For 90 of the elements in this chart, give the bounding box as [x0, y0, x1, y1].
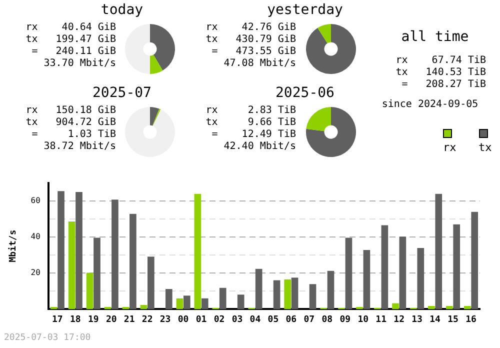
text: all time	[400, 29, 470, 45]
x-tick-label: 05	[268, 314, 279, 325]
text: rx 40.64 GiB	[24, 22, 116, 34]
bar	[94, 238, 100, 310]
bar	[237, 294, 244, 310]
text: = 240.11 GiB	[30, 46, 116, 58]
text: rx 67.74 TiB	[394, 55, 486, 67]
y-tick-label: 60	[30, 196, 41, 205]
x-tick-label: 22	[142, 314, 153, 325]
text: tx 904.72 GiB	[24, 117, 116, 129]
bar	[381, 225, 388, 310]
text: = 473.55 GiB	[210, 46, 296, 58]
bar	[148, 256, 154, 310]
bar	[309, 284, 316, 310]
bar	[255, 268, 262, 310]
bar	[130, 214, 136, 310]
x-tick-label: 01	[196, 314, 207, 325]
bar	[345, 238, 352, 310]
legend-label: tx	[478, 141, 492, 154]
bar	[399, 236, 406, 310]
text: tx 430.79 GiB	[204, 34, 296, 46]
x-tick-label: 04	[250, 314, 262, 325]
chart-title: 2025-07	[91, 85, 152, 101]
bar	[140, 305, 148, 310]
bar	[446, 306, 453, 310]
x-tick-label: 03	[232, 314, 243, 325]
bar	[76, 192, 82, 310]
x-tick-label: 07	[304, 314, 315, 325]
text: tx 9.66 TiB	[204, 117, 296, 129]
x-tick-label: 18	[70, 314, 81, 325]
bar	[284, 279, 292, 310]
x-tick-label: 15	[448, 314, 458, 325]
text: rx 42.76 GiB	[204, 22, 296, 34]
text: rx 2.83 TiB	[204, 105, 296, 117]
text: since 2024-09-05	[380, 99, 480, 111]
bar	[471, 212, 478, 310]
text: = 12.49 TiB	[210, 129, 296, 141]
bar	[112, 200, 118, 310]
bar	[435, 194, 442, 310]
text: 33.70 Mbit/s	[42, 58, 116, 70]
text: 47.08 Mbit/s	[222, 58, 296, 70]
bar	[183, 296, 190, 310]
bar	[453, 224, 460, 310]
x-tick-label: 08	[322, 314, 333, 325]
text: 42.40 Mbit/s	[222, 141, 296, 153]
x-tick-label: 13	[412, 314, 422, 325]
x-tick-label: 02	[214, 314, 225, 325]
text: = 1.03 TiB	[30, 129, 116, 141]
y-tick-label: 20	[30, 268, 41, 278]
bar	[194, 194, 202, 310]
text: rx 150.18 GiB	[24, 105, 116, 117]
x-tick-label: 21	[124, 314, 135, 325]
bar	[176, 298, 184, 310]
x-tick-label: 20	[106, 314, 117, 325]
x-tick-label: 19	[88, 314, 99, 325]
chart-title: 2025-06	[274, 85, 336, 101]
x-tick-label: 17	[52, 314, 63, 325]
y-axis-title: Mbit/s	[8, 230, 19, 262]
text: = 208.27 TiB	[400, 79, 486, 91]
x-tick-label: 12	[394, 314, 405, 325]
x-tick-label: 06	[286, 314, 297, 325]
x-tick-label: 10	[358, 314, 369, 325]
x-tick-label: 00	[178, 314, 189, 325]
bar	[327, 270, 334, 310]
bar	[68, 221, 76, 310]
x-tick-label: 16	[466, 314, 476, 325]
x-tick-label: 11	[376, 314, 387, 325]
bar	[291, 278, 298, 310]
bar	[363, 250, 370, 310]
x-tick-label: 14	[430, 314, 442, 325]
bar	[392, 303, 399, 310]
chart-title: today	[100, 2, 144, 18]
bar	[58, 191, 64, 310]
bar	[219, 288, 226, 310]
y-tick-label: 40	[30, 232, 41, 242]
legend-label: rx	[443, 141, 456, 154]
text: 2025-07-03 17:00	[4, 333, 91, 343]
x-tick-label: 09	[340, 314, 351, 325]
bar	[428, 306, 435, 310]
bar	[86, 272, 94, 310]
x-tick-label: 23	[160, 314, 171, 325]
text: tx 140.53 TiB	[394, 67, 486, 79]
bar	[273, 280, 280, 310]
bar	[417, 248, 424, 310]
chart-title: yesterday	[266, 2, 344, 18]
bar	[464, 306, 471, 310]
text: 38.72 Mbit/s	[42, 141, 116, 153]
bar	[165, 288, 172, 310]
bar	[201, 298, 208, 310]
text: tx 199.47 GiB	[24, 34, 116, 46]
